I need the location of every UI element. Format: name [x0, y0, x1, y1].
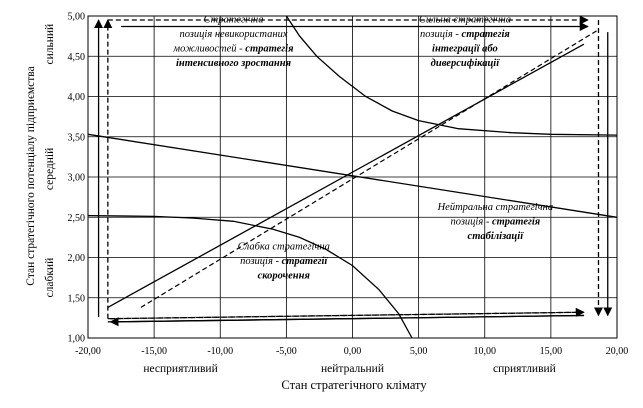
annotation-4: Слабка стратегічна позиція - стратегії ско… [238, 241, 330, 281]
x-tick-label: -5,00 [276, 346, 297, 357]
y-tick-label: 1,00 [68, 334, 86, 345]
annotation-text: інтенсивного зростання [176, 58, 292, 69]
annotation-text: можливостей - [172, 43, 245, 54]
plot-border [87, 15, 618, 339]
annotation-text: позиція - [240, 256, 282, 267]
y-tick-label: 2,50 [68, 213, 86, 224]
series-line-3 [87, 133, 618, 218]
y-category-label: слабкий [44, 258, 56, 298]
annotation-text: стратегії [282, 256, 329, 267]
x-category-label: несприятливий [143, 363, 217, 375]
y-category-label: сильний [44, 24, 56, 65]
x-tick-label: 15,00 [540, 346, 563, 357]
series-line-1 [107, 43, 585, 308]
x-axis-title: Стан стратегічного клімату [281, 378, 427, 392]
annotation-text: скорочення [258, 270, 311, 281]
annotation-text: Сильна стратегічна [419, 14, 511, 25]
annotation-text: стратегія [462, 29, 511, 40]
annotation-text: стратегія [492, 216, 541, 227]
x-tick-label: 10,00 [474, 346, 497, 357]
series-line-4 [285, 15, 618, 136]
y-tick-label: 4,00 [68, 92, 86, 103]
y-tick-label: 2,00 [68, 253, 86, 264]
y-tick-label: 5,00 [68, 12, 86, 23]
arrows-group [94, 15, 613, 327]
x-tick-label: -20,00 [75, 346, 101, 357]
annotation-text: Слабка стратегічна [238, 241, 330, 252]
plot-frame [87, 15, 618, 339]
arrow-7 [109, 314, 584, 327]
annotation-text: диверсифікації [431, 58, 501, 69]
annotation-text: Стратегічна [203, 14, 263, 25]
category-labels: несприятливий нейтральний сприятливий слабк… [44, 24, 556, 375]
series-line-5 [87, 214, 413, 339]
x-tick-label: 5,00 [410, 346, 428, 357]
y-tick-label: 4,50 [68, 52, 86, 63]
tick-labels: -20,00 -15,00 -10,00 -5,00 0,00 5,00 10,00 15,0… [68, 12, 629, 358]
x-category-label: нейтральний [321, 363, 384, 375]
x-tick-label: 0,00 [344, 346, 362, 357]
y-axis-title: Стан стратегічного потенціалу підприємст… [25, 66, 37, 285]
annotation-text: інтеграції або [432, 43, 498, 54]
arrow-8 [110, 307, 585, 320]
annotation-2: Сильна стратегічна позиція - стратегія інт… [419, 14, 511, 69]
x-tick-label: -10,00 [207, 346, 233, 357]
y-tick-label: 3,50 [68, 132, 86, 143]
annotation-3: Нейтральна стратегічна позиція - стратегі… [437, 202, 554, 242]
annotation-text: позиція невикористаних [179, 29, 287, 40]
annotation-text: позиція - [450, 216, 492, 227]
annotation-text: Нейтральна стратегічна [437, 202, 554, 213]
annotation-text: стратегія [245, 43, 294, 54]
y-tick-label: 1,50 [68, 293, 86, 304]
y-tick-label: 3,00 [68, 173, 86, 184]
annotations: Стратегічна позиція невикористаних можливо… [172, 14, 553, 281]
series-line-2 [140, 29, 598, 308]
annotation-text: позиція - [420, 29, 462, 40]
x-tick-label: -15,00 [141, 346, 167, 357]
y-category-label: середній [44, 148, 56, 190]
annotation-text: стабілізації [468, 231, 525, 242]
x-category-label: сприятливий [493, 363, 556, 375]
x-tick-label: 20,00 [606, 346, 629, 357]
annotation-1: Стратегічна позиція невикористаних можливо… [172, 14, 294, 69]
grid [87, 15, 618, 339]
